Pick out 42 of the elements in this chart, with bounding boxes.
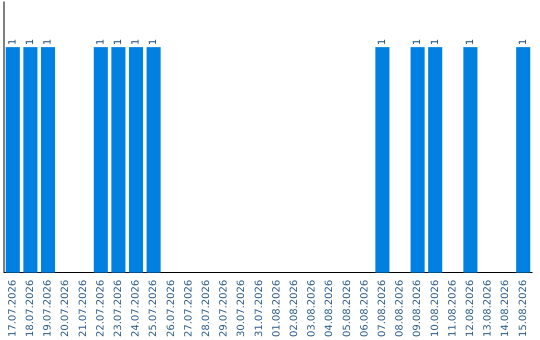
x-tick-label: 19.07.2026 — [42, 280, 54, 338]
x-tick-label: 26.07.2026 — [166, 280, 177, 338]
x-tick-label: 29.07.2026 — [218, 280, 230, 338]
x-tick-label: 18.07.2026 — [24, 280, 36, 338]
x-tick-label: 02.08.2026 — [288, 280, 300, 338]
x-tick-label: 13.08.2026 — [482, 280, 494, 338]
data-label: 1 — [518, 38, 529, 46]
x-tick-label: 11.08.2026 — [447, 280, 458, 338]
x-tick-label: 27.07.2026 — [183, 280, 194, 338]
x-tick-label: 17.07.2026 — [7, 280, 18, 338]
data-label: 1 — [464, 38, 476, 46]
x-tick-label: 14.08.2026 — [500, 280, 512, 338]
x-tick-label: 25.07.2026 — [148, 280, 160, 338]
x-tick-label: 31.07.2026 — [254, 280, 265, 338]
x-tick-label: 22.07.2026 — [95, 280, 106, 338]
x-tick-label: 12.08.2026 — [464, 280, 476, 338]
x-tick-label: 23.07.2026 — [112, 280, 124, 338]
data-label: 1 — [42, 38, 54, 46]
x-tick-label: 07.08.2026 — [376, 280, 388, 338]
x-tick-label: 30.07.2026 — [236, 280, 248, 338]
data-label: 1 — [130, 38, 142, 46]
data-label: 1 — [95, 38, 106, 46]
data-label: 1 — [7, 38, 18, 46]
x-tick-label: 05.08.2026 — [342, 280, 353, 338]
x-tick-label: 06.08.2026 — [359, 280, 370, 338]
x-tick-label: 04.08.2026 — [324, 280, 336, 338]
x-tick-label: 15.08.2026 — [518, 280, 529, 338]
x-tick-label: 08.08.2026 — [394, 280, 406, 338]
data-label: 1 — [24, 38, 36, 46]
x-tick-label: 01.08.2026 — [271, 280, 282, 338]
data-label: 1 — [412, 38, 424, 46]
x-tick-label: 28.07.2026 — [200, 280, 212, 338]
x-tick-label: 21.07.2026 — [78, 280, 89, 338]
x-tick-label: 10.08.2026 — [430, 280, 441, 338]
x-tick-label: 24.07.2026 — [130, 280, 142, 338]
data-label: 1 — [376, 38, 388, 46]
data-label: 1 — [430, 38, 441, 46]
x-tick-label: 09.08.2026 — [412, 280, 424, 338]
x-tick-label: 03.08.2026 — [306, 280, 318, 338]
data-label: 1 — [148, 38, 160, 46]
data-label: 1 — [112, 38, 124, 46]
x-tick-label: 20.07.2026 — [60, 280, 72, 338]
